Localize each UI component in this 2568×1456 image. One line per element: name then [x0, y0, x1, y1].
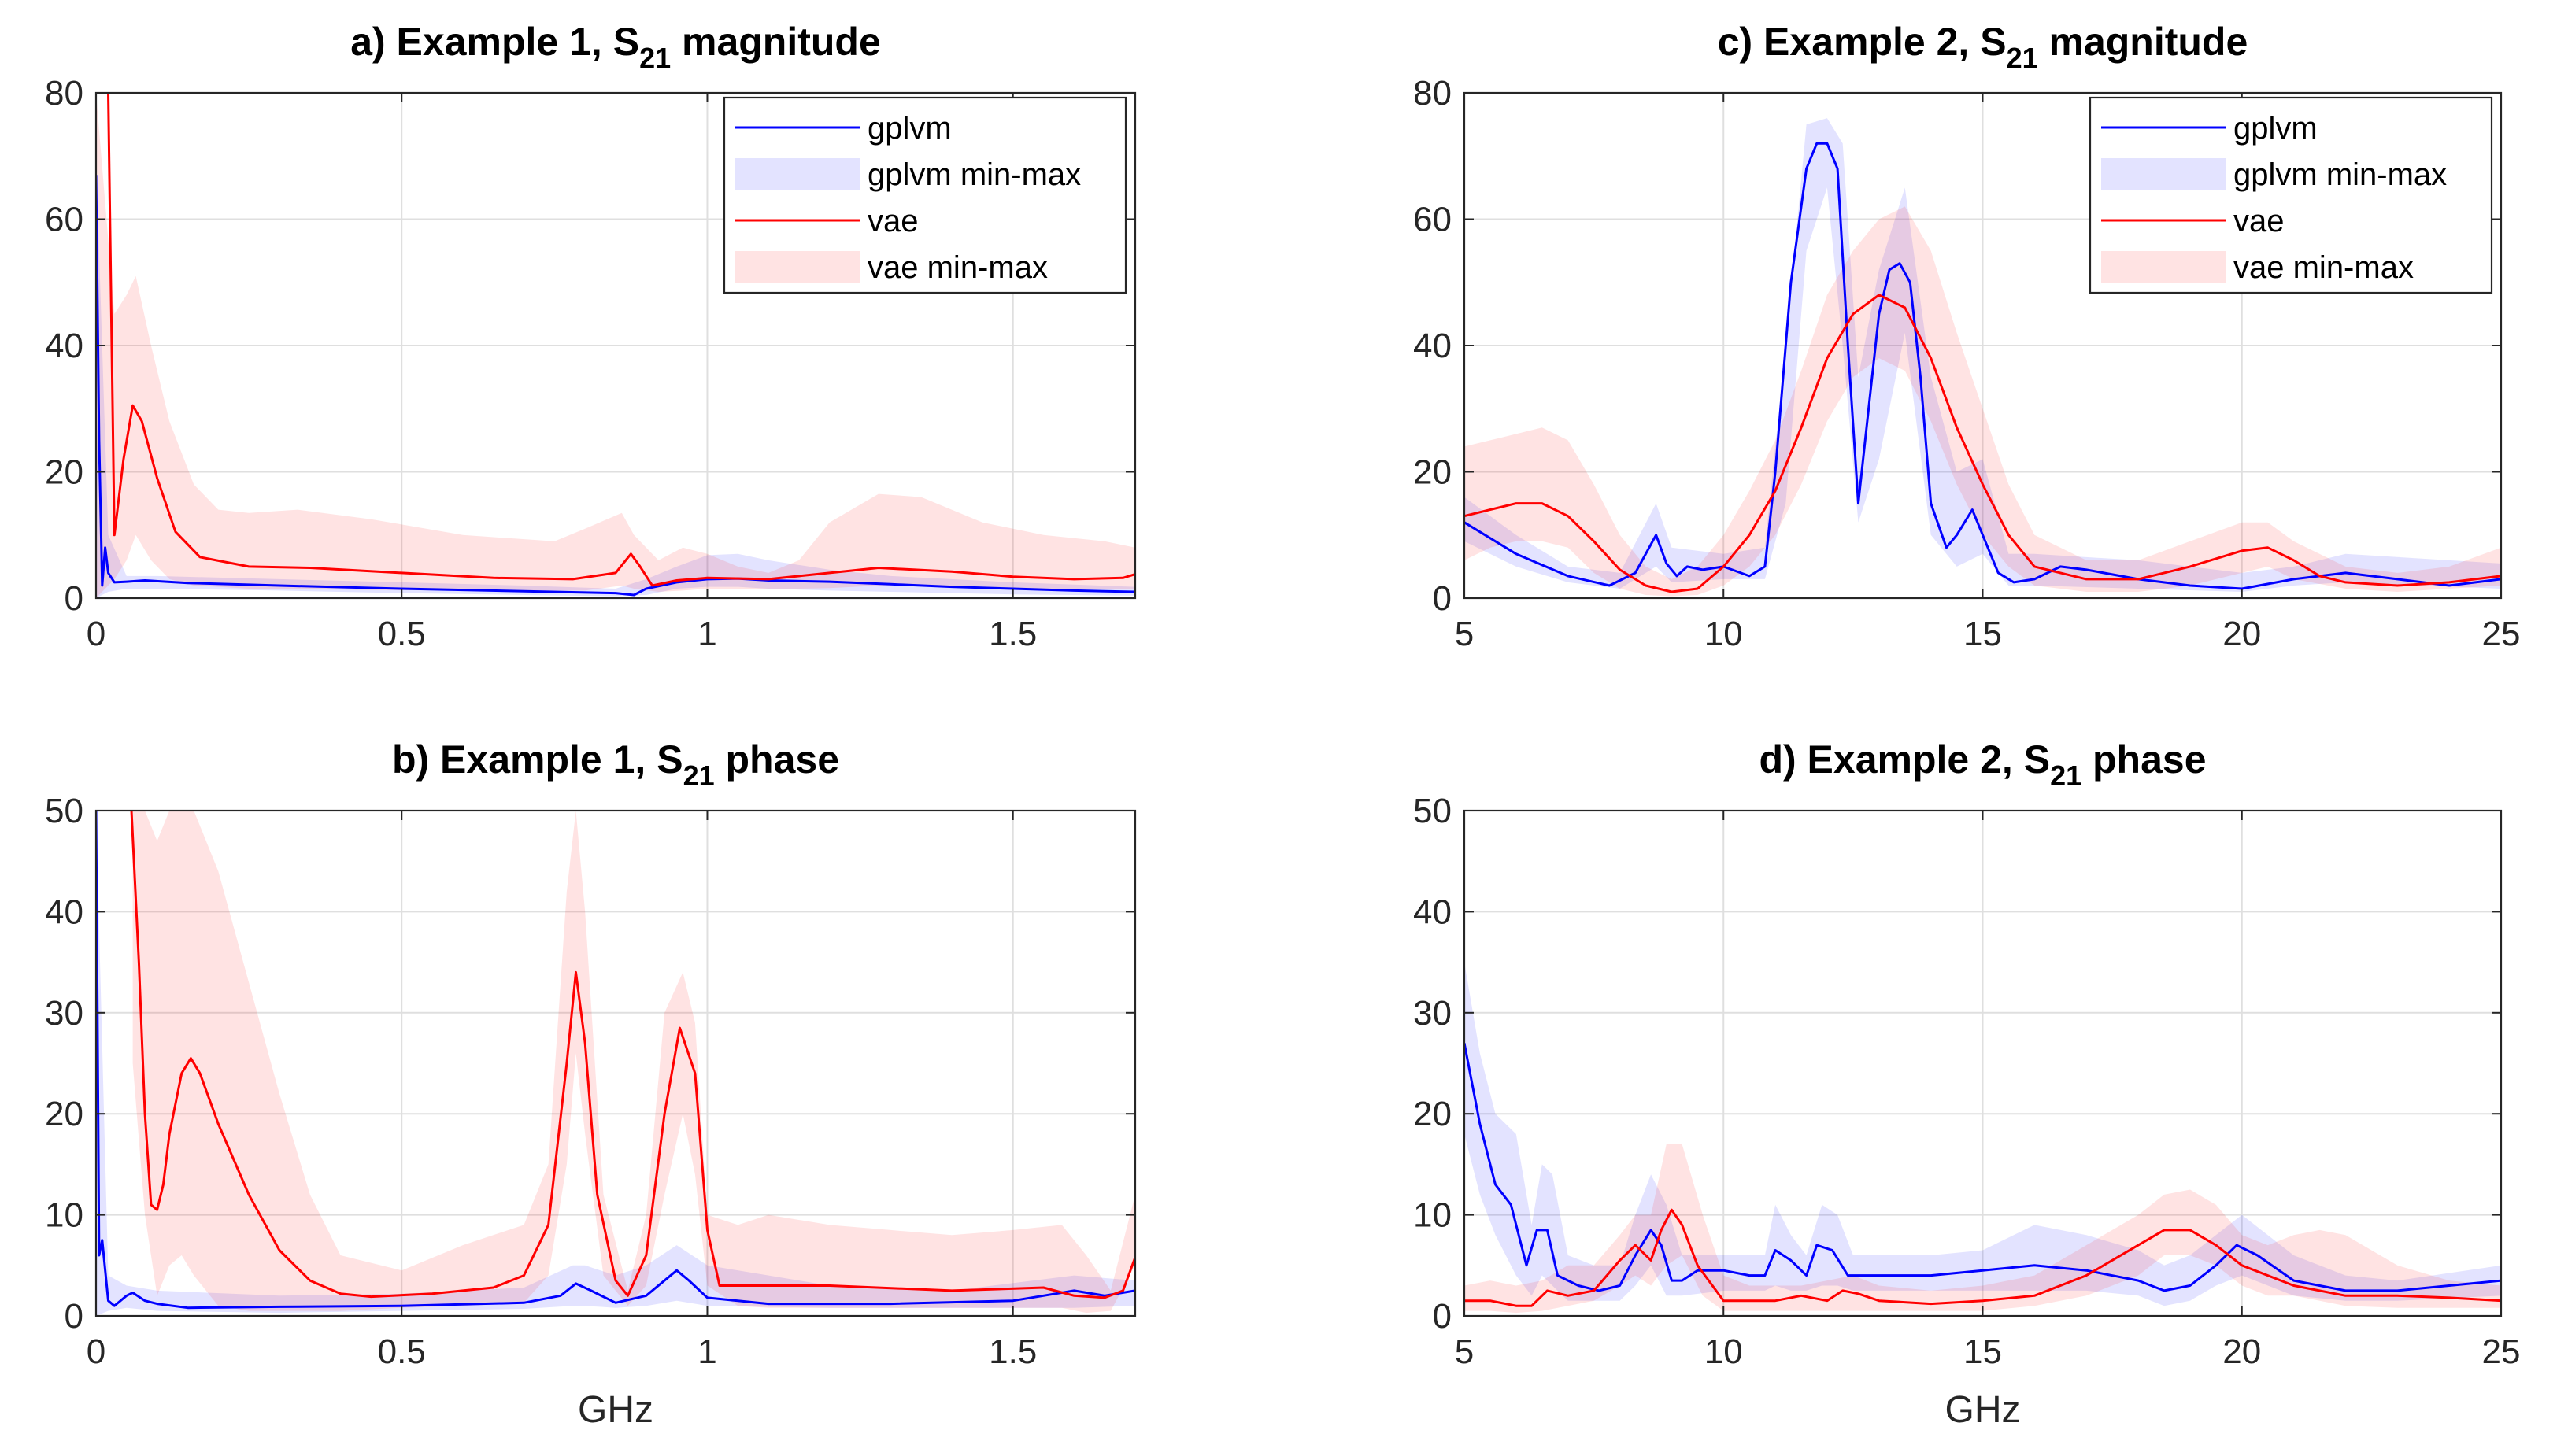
panel-b-x-axis-label: GHz [578, 1389, 653, 1431]
y-tick-label: 10 [1413, 1196, 1452, 1235]
legend-swatch-gplvm-min-max [735, 158, 860, 190]
y-tick-label: 80 [1413, 74, 1452, 113]
y-tick-label: 0 [1433, 1297, 1452, 1336]
legend-label-vae: vae [2233, 204, 2285, 238]
series-line-gplvm [1464, 142, 2501, 590]
panel-d-phase: 5 10 15 20 25 0 10 20 30 40 50 d) Example 2, S21 p… [1413, 737, 2520, 1431]
panel-a-legend: gplvm gplvm min-max vae vae min-max [723, 96, 1127, 294]
y-tick-label: 0 [1433, 579, 1452, 618]
series-line-gplvm [96, 175, 1135, 597]
y-tick-label: 80 [45, 74, 83, 113]
legend-label-gplvm-min-max: gplvm min-max [868, 157, 1081, 192]
panel-c-title: c) Example 2, S21 magnitude [1718, 20, 2248, 74]
band-gplvm-min-max [1464, 962, 2501, 1306]
panel-c-legend: gplvm gplvm min-max vae vae min-max [2089, 96, 2493, 294]
y-tick-label: 30 [1413, 994, 1452, 1033]
y-tick-label: 40 [45, 327, 83, 365]
series-line-vae [96, 93, 1135, 587]
y-tick-label: 30 [45, 994, 83, 1033]
y-tick-label: 50 [45, 792, 83, 830]
legend-label-vae-min-max: vae min-max [868, 250, 1048, 285]
y-tick-label: 60 [45, 201, 83, 239]
series-line-gplvm [1464, 1043, 2501, 1292]
x-tick-label: 15 [1963, 1332, 2002, 1371]
panel-d-x-axis-label: GHz [1945, 1389, 2021, 1431]
panel-b-axes-frame [94, 809, 1137, 1317]
x-tick-label: 25 [2482, 615, 2521, 653]
legend-label-gplvm-min-max: gplvm min-max [2233, 157, 2447, 192]
y-tick-label: 20 [45, 1095, 83, 1133]
legend-swatch-gplvm-min-max [2101, 158, 2226, 190]
y-tick-label: 60 [1413, 201, 1452, 239]
x-tick-label: 20 [2222, 615, 2261, 653]
y-tick-label: 20 [1413, 453, 1452, 492]
x-tick-label: 0.5 [378, 615, 426, 653]
y-tick-label: 0 [65, 1297, 83, 1336]
x-tick-label: 5 [1455, 615, 1474, 653]
series-line-vae [1464, 1208, 2501, 1307]
x-tick-label: 1.5 [989, 615, 1037, 653]
legend-swatch-vae-min-max [735, 251, 860, 283]
y-tick-label: 40 [1413, 892, 1452, 931]
x-tick-label: 1 [698, 1332, 716, 1371]
y-tick-label: 10 [45, 1196, 83, 1235]
y-tick-label: 20 [1413, 1095, 1452, 1133]
panel-a-magnitude: 0 0.5 1 1.5 0 20 40 60 80 a) Example 1, S21 magn… [45, 20, 1137, 653]
panel-a-title: a) Example 1, S21 magnitude [350, 20, 881, 74]
y-tick-label: 40 [45, 892, 83, 931]
band-vae-min-max [1464, 206, 2501, 597]
series-line-vae [130, 811, 1135, 1299]
x-tick-label: 5 [1455, 1332, 1474, 1371]
band-gplvm-min-max [1464, 118, 2501, 593]
x-tick-label: 10 [1704, 615, 1743, 653]
legend-label-gplvm: gplvm [2233, 111, 2318, 146]
band-vae-min-max [132, 811, 1135, 1314]
x-tick-label: 0 [87, 615, 105, 653]
y-tick-label: 0 [65, 579, 83, 618]
legend-label-vae: vae [868, 204, 919, 238]
y-tick-label: 40 [1413, 327, 1452, 365]
panel-b-phase: 0 0.5 1 1.5 0 10 20 30 40 50 b) Example 1, S21 ph… [45, 737, 1137, 1431]
y-tick-label: 20 [45, 453, 83, 492]
panel-b-title: b) Example 1, S21 phase [392, 737, 839, 792]
panel-c-magnitude: 5 10 15 20 25 0 20 40 60 80 c) Example 2, S21 mag… [1413, 20, 2520, 653]
x-tick-label: 1.5 [989, 1332, 1037, 1371]
x-tick-label: 25 [2482, 1332, 2521, 1371]
legend-swatch-vae-min-max [2101, 251, 2226, 283]
band-vae-min-max [1464, 1144, 2501, 1314]
x-tick-label: 0.5 [378, 1332, 426, 1371]
legend-label-gplvm: gplvm [868, 111, 952, 146]
panel-d-title: d) Example 2, S21 phase [1759, 737, 2206, 792]
series-line-vae [1464, 294, 2501, 593]
legend-label-vae-min-max: vae min-max [2233, 250, 2414, 285]
series-line-gplvm [96, 811, 1135, 1310]
x-tick-label: 15 [1963, 615, 2002, 653]
y-tick-label: 50 [1413, 792, 1452, 830]
x-tick-label: 1 [698, 615, 716, 653]
band-vae-min-max [96, 93, 1135, 598]
x-tick-label: 0 [87, 1332, 105, 1371]
x-tick-label: 10 [1704, 1332, 1743, 1371]
x-tick-label: 20 [2222, 1332, 2261, 1371]
